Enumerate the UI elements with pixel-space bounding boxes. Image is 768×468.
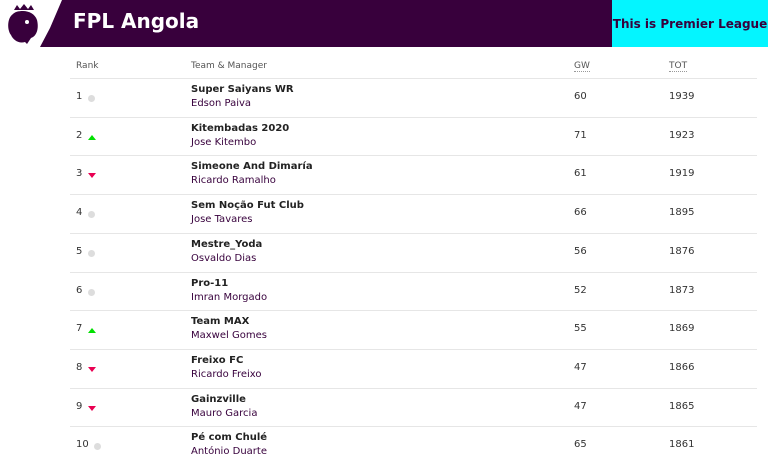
movement-up-icon (88, 134, 96, 140)
team-name-link[interactable]: Gainzville (191, 393, 246, 405)
team-name-link[interactable]: Pro-11 (191, 277, 229, 289)
team-name-link[interactable]: Mestre_Yoda (191, 238, 263, 250)
total-points: 1873 (669, 284, 695, 296)
premier-league-lion-icon[interactable] (5, 4, 43, 44)
total-points: 1939 (669, 91, 695, 102)
tot-column-header[interactable]: TOT (669, 61, 688, 72)
team-name-link[interactable]: Pé com Chulé (191, 432, 268, 444)
movement-same-icon (88, 95, 95, 102)
gw-points: 65 (574, 439, 587, 451)
gw-points: 47 (574, 400, 587, 412)
gw-column-header[interactable]: GW (574, 61, 590, 72)
rank-column-header: Rank (76, 61, 99, 71)
total-points: 1866 (669, 361, 695, 373)
gw-points: 56 (574, 245, 587, 257)
manager-name: Maxwel Gomes (191, 330, 267, 342)
team-column-header: Team & Manager (191, 61, 267, 71)
gw-points: 52 (574, 284, 587, 296)
gw-points: 60 (574, 91, 587, 102)
team-name-link[interactable]: Sem Noção Fut Club (191, 200, 304, 212)
table-row[interactable]: 5 Mestre_Yoda Osvaldo Dias 56 1876 (70, 232, 757, 272)
rank: 7 (76, 323, 83, 335)
manager-name: Ricardo Freixo (191, 368, 262, 380)
movement-same-icon (94, 443, 101, 451)
movement-down-icon (88, 173, 96, 179)
manager-name: António Duarte (191, 446, 267, 458)
total-points: 1861 (669, 439, 695, 451)
rank: 6 (76, 284, 83, 296)
movement-down-icon (88, 366, 96, 372)
rank: 1 (76, 91, 83, 102)
team-name-link[interactable]: Freixo FC (191, 354, 244, 366)
manager-name: Ricardo Ramalho (191, 175, 276, 187)
manager-name: Jose Tavares (191, 214, 253, 226)
manager-name: Edson Paiva (191, 98, 252, 109)
total-points: 1869 (669, 323, 695, 335)
movement-same-icon (88, 211, 95, 219)
rank: 3 (76, 168, 83, 180)
table-row[interactable]: 7 Team MAX Maxwel Gomes 55 1869 (70, 310, 757, 349)
table-row[interactable]: 1 Super Saiyans WR Edson Paiva 60 1939 (70, 78, 757, 117)
table-row[interactable]: 9 Gainzville Mauro Garcia 47 1865 (70, 387, 757, 427)
movement-same-icon (88, 288, 95, 296)
manager-name: Jose Kitembo (191, 136, 257, 148)
gw-points: 71 (574, 129, 587, 141)
page-title: FPL Angola (73, 9, 200, 33)
team-name-link[interactable]: Simeone And Dimaría (191, 161, 313, 173)
rank: 10 (76, 439, 89, 451)
total-points: 1895 (669, 207, 695, 219)
total-points: 1865 (669, 400, 695, 412)
team-name-link[interactable]: Super Saiyans WR (191, 84, 294, 95)
manager-name: Imran Morgado (191, 291, 268, 303)
manager-name: Mauro Garcia (191, 407, 258, 419)
manager-name: Osvaldo Dias (191, 252, 257, 264)
total-points: 1923 (669, 129, 695, 141)
rank: 8 (76, 361, 83, 373)
premier-league-link[interactable]: This is Premier League (612, 0, 768, 47)
movement-same-icon (88, 249, 95, 257)
header: FPL Angola This is Premier League (0, 0, 768, 47)
movement-up-icon (88, 328, 96, 334)
gw-points: 61 (574, 168, 587, 180)
rank: 5 (76, 245, 83, 257)
table-row[interactable]: 4 Sem Noção Fut Club Jose Tavares 66 189… (70, 194, 757, 233)
gw-points: 66 (574, 207, 587, 219)
gw-points: 47 (574, 361, 587, 373)
header-bar (40, 0, 612, 47)
table-row[interactable]: 3 Simeone And Dimaría Ricardo Ramalho 61… (70, 155, 757, 194)
gw-points: 55 (574, 323, 587, 335)
rank: 9 (76, 400, 83, 412)
table-row[interactable]: 8 Freixo FC Ricardo Freixo 47 1866 (70, 348, 757, 388)
table-row[interactable]: 10 Pé com Chulé António Duarte 65 1861 (70, 426, 757, 465)
rank: 4 (76, 207, 83, 219)
team-name-link[interactable]: Team MAX (191, 316, 250, 328)
team-name-link[interactable]: Kitembadas 2020 (191, 122, 290, 134)
total-points: 1876 (669, 245, 695, 257)
total-points: 1919 (669, 168, 695, 180)
rank: 2 (76, 129, 83, 141)
movement-down-icon (88, 405, 96, 411)
table-row[interactable]: 6 Pro-11 Imran Morgado 52 1873 (70, 271, 757, 311)
table-row[interactable]: 2 Kitembadas 2020 Jose Kitembo 71 1923 (70, 116, 757, 156)
